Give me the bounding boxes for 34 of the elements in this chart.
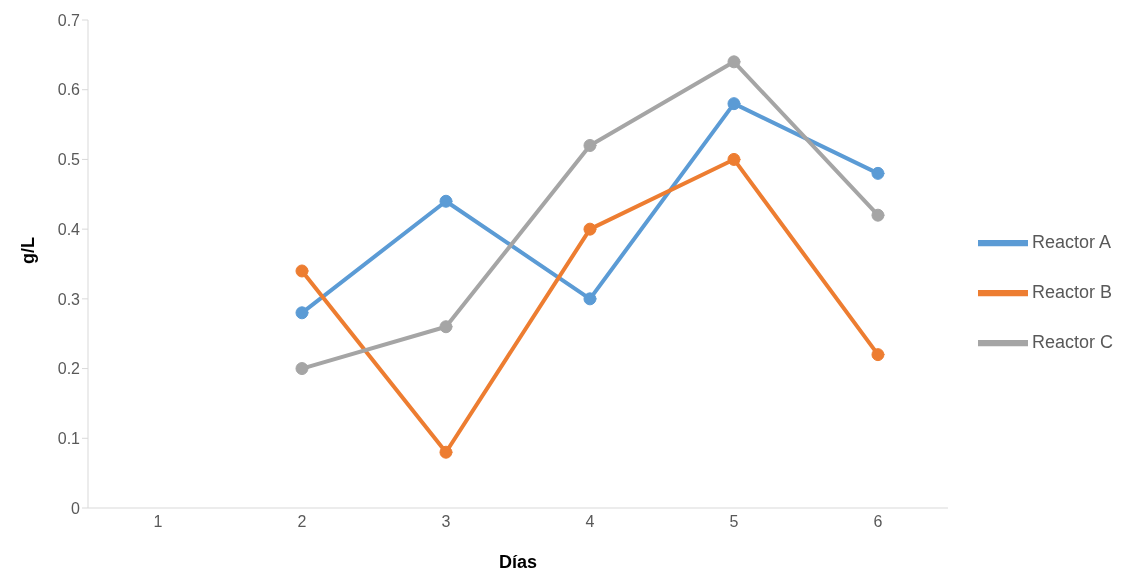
x-tick-label: 5: [729, 513, 739, 531]
point: [583, 138, 597, 152]
point: [295, 362, 309, 376]
y-tick-label: 0.5: [57, 151, 81, 169]
x-tick-label: 4: [585, 513, 595, 531]
legend-label: Reactor C: [1031, 331, 1113, 352]
legend-label: Reactor B: [1031, 281, 1113, 302]
y-tick-label: 0: [71, 499, 81, 517]
point: [727, 55, 741, 69]
y-axis-title: g/L: [18, 237, 39, 264]
y-tick-label: 0.2: [57, 360, 81, 378]
point: [583, 292, 597, 306]
y-tick-label: 0.1: [57, 429, 81, 447]
x-axis-title: Días: [498, 552, 537, 572]
point: [727, 152, 741, 166]
point: [727, 97, 741, 111]
point: [871, 348, 885, 362]
x-tick-label: 6: [873, 513, 883, 531]
x-tick-label: 3: [441, 513, 451, 531]
point: [583, 222, 597, 236]
point: [871, 208, 885, 222]
x-tick-label: 1: [153, 513, 163, 531]
y-tick-label: 0.7: [57, 11, 81, 29]
point: [295, 264, 309, 278]
y-tick-label: 0.4: [57, 220, 81, 238]
point: [295, 306, 309, 320]
point: [871, 166, 885, 180]
x-tick-label: 2: [297, 513, 307, 531]
point: [439, 320, 453, 334]
point: [439, 445, 453, 459]
y-tick-label: 0.6: [57, 81, 81, 99]
point: [439, 194, 453, 208]
y-tick-label: 0.3: [57, 290, 81, 308]
legend-label: Reactor A: [1031, 231, 1112, 252]
